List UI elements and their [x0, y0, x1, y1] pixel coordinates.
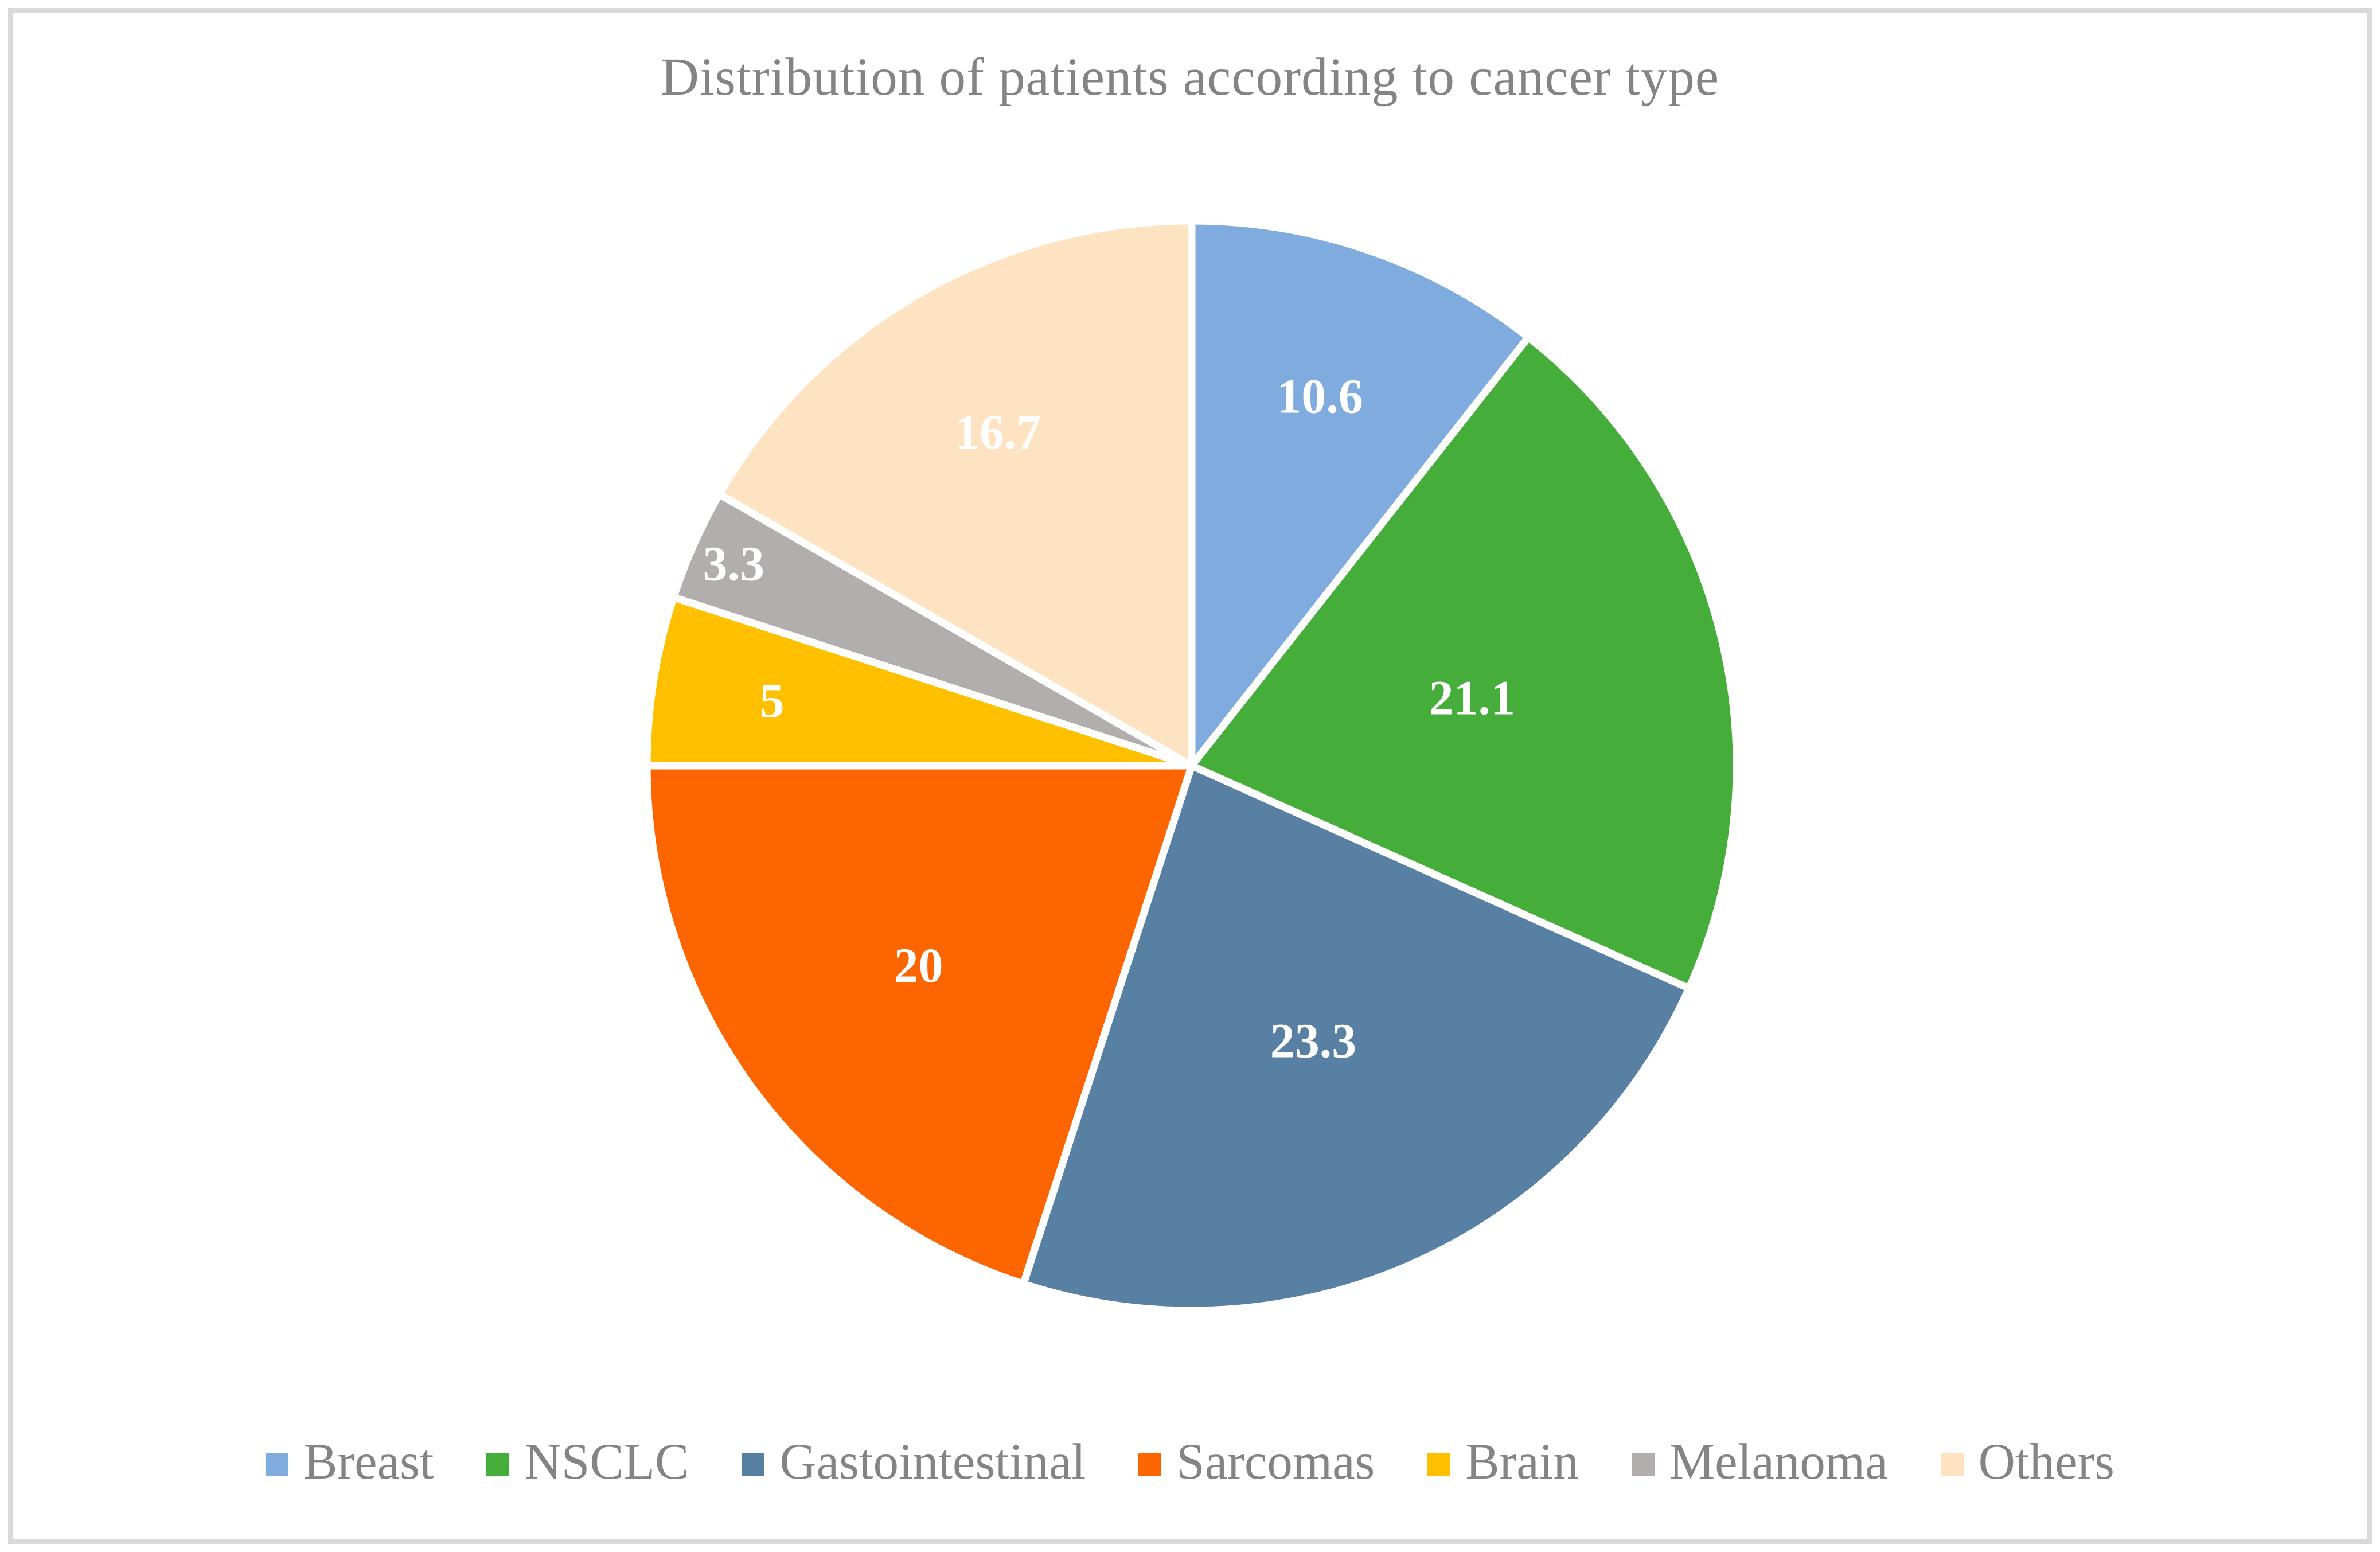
- legend-label-gastointestinal: Gastointestinal: [779, 1434, 1086, 1490]
- legend-swatch-others: [1940, 1453, 1964, 1476]
- legend: Breast NSCLC Gastointestinal Sarcomas Brain M…: [0, 1437, 2380, 1488]
- data-label-breast: 10.6: [1277, 369, 1363, 424]
- legend-swatch-breast: [266, 1453, 289, 1476]
- legend-item-gastointestinal: Gastointestinal: [742, 1437, 1086, 1488]
- legend-label-others: Others: [1978, 1434, 2114, 1490]
- data-label-others: 16.7: [955, 404, 1041, 459]
- legend-swatch-nsclc: [486, 1453, 510, 1476]
- legend-label-sarcomas: Sarcomas: [1176, 1434, 1375, 1490]
- pie-slice-breast: [1188, 217, 1532, 770]
- legend-item-others: Others: [1940, 1434, 2114, 1490]
- legend-label-breast: Breast: [303, 1434, 434, 1490]
- legend-item-breast: Breast: [266, 1437, 434, 1488]
- legend-label-melanoma: Melanoma: [1669, 1434, 1888, 1490]
- pie-chart: 10.6 21.1 23.3 20 5 3.3 16.7: [643, 217, 1741, 1315]
- pie-slice-sarcomas: [643, 762, 1196, 1288]
- legend-label-brain: Brain: [1465, 1434, 1579, 1490]
- legend-item-brain: Brain: [1427, 1437, 1579, 1488]
- pie-slice-gastointestinal: [1019, 762, 1693, 1315]
- legend-swatch-gastointestinal: [742, 1453, 765, 1476]
- data-label-melanoma: 3.3: [703, 536, 764, 591]
- chart-title: Distribution of patients according to ca…: [660, 48, 1720, 107]
- data-label-sarcomas: 20: [894, 938, 943, 993]
- pie-slice-others: [715, 217, 1196, 770]
- legend-swatch-sarcomas: [1138, 1453, 1162, 1476]
- data-label-nsclc: 21.1: [1429, 670, 1516, 725]
- legend-label-nsclc: NSCLC: [524, 1434, 689, 1490]
- legend-item-melanoma: Melanoma: [1632, 1437, 1888, 1488]
- data-label-gastointestinal: 23.3: [1270, 1013, 1357, 1068]
- legend-swatch-brain: [1427, 1453, 1451, 1476]
- legend-item-nsclc: NSCLC: [486, 1437, 689, 1488]
- data-label-brain: 5: [760, 673, 785, 728]
- legend-swatch-melanoma: [1632, 1453, 1655, 1476]
- legend-item-sarcomas: Sarcomas: [1138, 1437, 1375, 1488]
